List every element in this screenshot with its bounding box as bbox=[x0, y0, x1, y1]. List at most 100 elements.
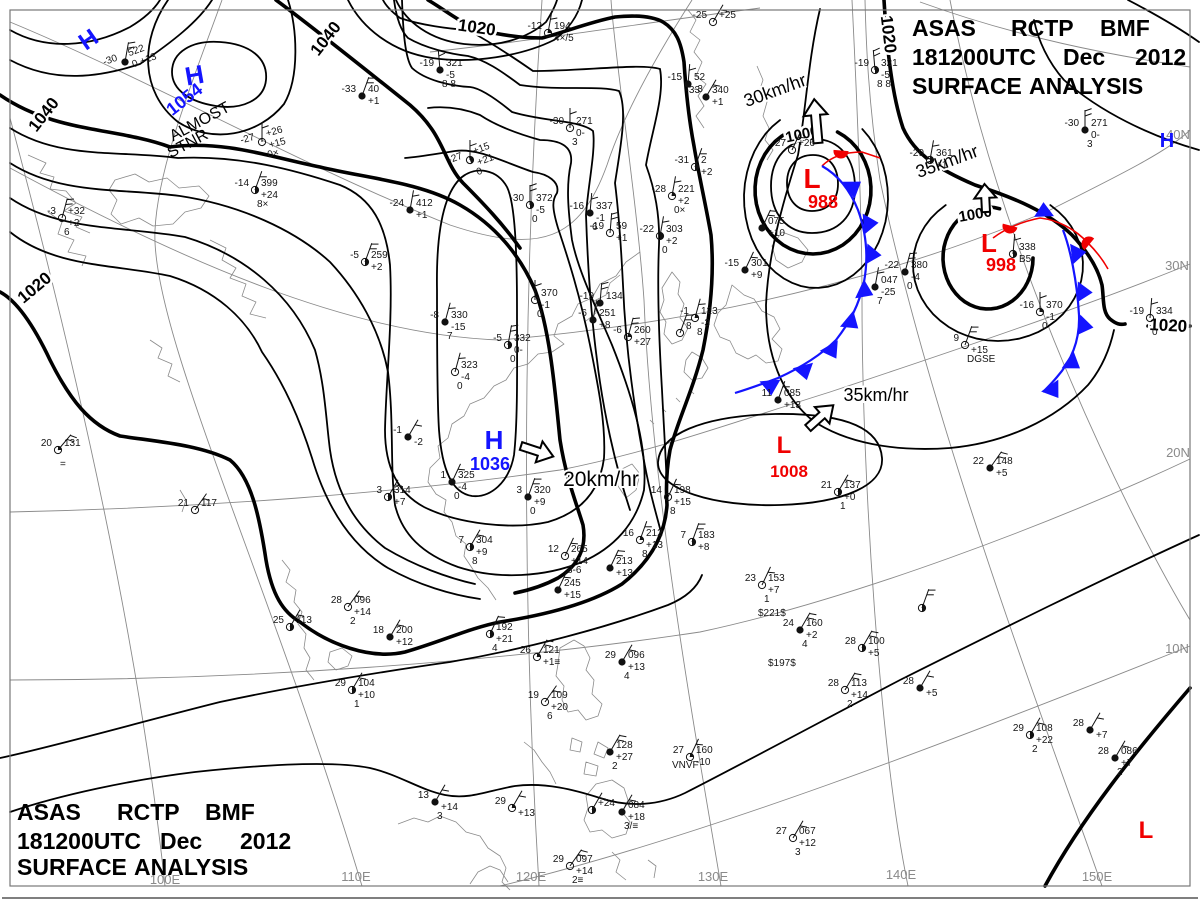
svg-text:+1≡: +1≡ bbox=[543, 657, 560, 668]
svg-text:L: L bbox=[803, 163, 820, 194]
svg-text:0: 0 bbox=[537, 309, 543, 320]
svg-text:ANALYSIS: ANALYSIS bbox=[1029, 73, 1143, 99]
svg-text:24: 24 bbox=[783, 618, 795, 629]
svg-text:1: 1 bbox=[764, 594, 770, 605]
svg-text:337: 337 bbox=[596, 201, 613, 212]
svg-text:+15: +15 bbox=[268, 136, 288, 151]
svg-text:-27: -27 bbox=[447, 151, 465, 166]
svg-text:117: 117 bbox=[201, 498, 217, 509]
svg-text:-27: -27 bbox=[239, 132, 256, 146]
svg-text:323: 323 bbox=[461, 360, 478, 371]
svg-text:096: 096 bbox=[628, 650, 645, 661]
svg-text:113: 113 bbox=[851, 678, 867, 689]
svg-text:-5: -5 bbox=[493, 333, 502, 344]
svg-text:+24: +24 bbox=[598, 798, 615, 809]
svg-text:192: 192 bbox=[496, 622, 513, 633]
svg-text:+5: +5 bbox=[926, 688, 938, 699]
svg-text:-30: -30 bbox=[550, 116, 565, 127]
svg-text:+7: +7 bbox=[1121, 758, 1133, 769]
svg-text:28: 28 bbox=[1073, 718, 1085, 729]
svg-text:-3: -3 bbox=[694, 84, 703, 95]
svg-text:370: 370 bbox=[541, 288, 558, 299]
svg-text:0: 0 bbox=[907, 281, 913, 292]
svg-text:998: 998 bbox=[986, 255, 1016, 275]
svg-text:-30: -30 bbox=[102, 53, 120, 68]
svg-text:183: 183 bbox=[698, 530, 715, 541]
svg-text:330: 330 bbox=[451, 310, 468, 321]
svg-text:-24: -24 bbox=[390, 198, 405, 209]
svg-text:-4: -4 bbox=[911, 272, 920, 283]
svg-text:+26: +26 bbox=[265, 124, 285, 139]
svg-text:28: 28 bbox=[1098, 746, 1110, 757]
svg-text:+18: +18 bbox=[628, 812, 645, 823]
svg-text:8 8: 8 8 bbox=[877, 79, 891, 90]
svg-text:+20: +20 bbox=[551, 702, 568, 713]
svg-text:271: 271 bbox=[576, 116, 593, 127]
svg-text:399: 399 bbox=[261, 178, 278, 189]
svg-text:2012: 2012 bbox=[1135, 44, 1186, 70]
svg-text:0×: 0× bbox=[674, 205, 686, 216]
svg-text:-10: -10 bbox=[696, 757, 711, 768]
svg-text:-30: -30 bbox=[510, 193, 525, 204]
svg-text:260: 260 bbox=[634, 325, 651, 336]
svg-text:+13: +13 bbox=[784, 400, 801, 411]
svg-text:+14: +14 bbox=[571, 556, 588, 567]
svg-text:1: 1 bbox=[440, 470, 446, 481]
svg-text:-5: -5 bbox=[536, 205, 545, 216]
svg-text:+0: +0 bbox=[844, 492, 856, 503]
svg-text:320: 320 bbox=[534, 485, 551, 496]
svg-text:+1: +1 bbox=[368, 96, 380, 107]
svg-text:+2: +2 bbox=[68, 218, 80, 229]
svg-text:7: 7 bbox=[680, 530, 686, 541]
svg-text:2: 2 bbox=[350, 616, 356, 627]
svg-text:123: 123 bbox=[701, 306, 718, 317]
svg-text:+5: +5 bbox=[996, 468, 1008, 479]
svg-text:7: 7 bbox=[447, 331, 453, 342]
svg-text:113: 113 bbox=[296, 615, 312, 626]
svg-text:-6: -6 bbox=[578, 308, 587, 319]
svg-text:+14: +14 bbox=[441, 802, 458, 813]
svg-text:ANALYSIS: ANALYSIS bbox=[134, 854, 248, 880]
svg-text:-25: -25 bbox=[881, 287, 896, 298]
svg-text:-28: -28 bbox=[652, 184, 667, 195]
svg-text:19: 19 bbox=[528, 690, 540, 701]
svg-text:29: 29 bbox=[1013, 723, 1025, 734]
svg-text:20km/hr: 20km/hr bbox=[563, 468, 639, 491]
svg-text:-19: -19 bbox=[580, 291, 595, 302]
svg-text:SURFACE: SURFACE bbox=[912, 73, 1022, 99]
svg-text:ASAS: ASAS bbox=[17, 799, 81, 825]
svg-text:-12: -12 bbox=[528, 21, 543, 32]
svg-text:+27: +27 bbox=[634, 337, 651, 348]
svg-text:213: 213 bbox=[616, 556, 633, 567]
svg-text:3: 3 bbox=[572, 137, 578, 148]
svg-text:0: 0 bbox=[1152, 327, 1158, 338]
svg-text:160: 160 bbox=[806, 618, 823, 629]
svg-text:100E: 100E bbox=[150, 872, 181, 887]
svg-text:0: 0 bbox=[457, 381, 463, 392]
svg-text:28: 28 bbox=[845, 636, 857, 647]
svg-text:121: 121 bbox=[543, 645, 560, 656]
svg-text:-6: -6 bbox=[613, 325, 622, 336]
svg-text:198: 198 bbox=[674, 485, 691, 496]
svg-text:109: 109 bbox=[551, 690, 568, 701]
svg-text:120E: 120E bbox=[516, 869, 547, 884]
svg-text:-29: -29 bbox=[910, 148, 925, 159]
svg-text:0: 0 bbox=[510, 354, 516, 365]
svg-text:303: 303 bbox=[666, 224, 683, 235]
svg-text:+2: +2 bbox=[806, 630, 818, 641]
svg-text:-8: -8 bbox=[430, 310, 439, 321]
svg-text:8: 8 bbox=[670, 506, 676, 517]
svg-text:+9: +9 bbox=[476, 547, 488, 558]
svg-text:DGSE: DGSE bbox=[967, 354, 996, 365]
svg-text:+1: +1 bbox=[936, 160, 948, 171]
svg-text:181200UTC: 181200UTC bbox=[17, 828, 141, 854]
svg-text:325: 325 bbox=[458, 470, 475, 481]
svg-text:VNVF: VNVF bbox=[672, 760, 699, 771]
svg-text:2: 2 bbox=[1117, 767, 1123, 778]
svg-text:108: 108 bbox=[1036, 723, 1053, 734]
svg-text:7: 7 bbox=[877, 296, 883, 307]
svg-text:23: 23 bbox=[745, 573, 757, 584]
svg-text:-15: -15 bbox=[725, 258, 740, 269]
svg-text:097: 097 bbox=[576, 854, 593, 865]
svg-text:+21: +21 bbox=[496, 634, 513, 645]
